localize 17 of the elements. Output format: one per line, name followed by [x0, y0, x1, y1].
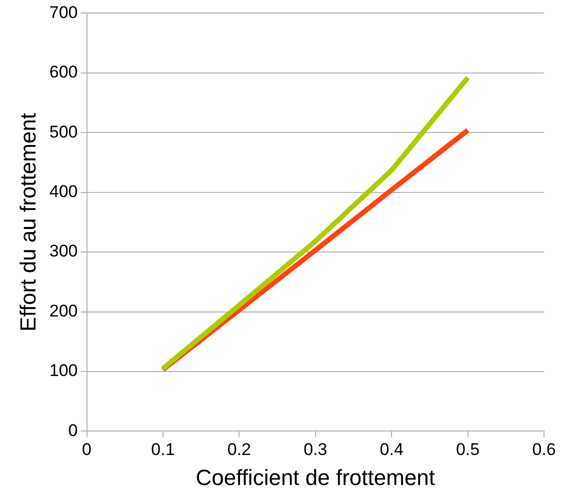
y-tick-label: 400	[49, 182, 78, 202]
y-axis-title: Effort du au frottement	[15, 112, 40, 332]
y-tick-label: 100	[49, 361, 78, 380]
x-tick-label: 0.3	[304, 440, 328, 460]
y-tick-label: 300	[49, 242, 78, 261]
x-tick-label: 0.1	[151, 440, 175, 460]
y-tick-label: 500	[49, 122, 78, 142]
y-tick-label: 200	[49, 301, 78, 320]
y-tick-label: 700	[49, 2, 78, 22]
x-tick-label: 0.5	[456, 440, 480, 460]
x-tick-label: 0.4	[380, 440, 404, 460]
y-tick-label: 0	[68, 420, 78, 440]
x-axis-title: Coefficient de frottement	[196, 464, 436, 490]
x-tick-label: 0.6	[532, 440, 556, 460]
x-tick-label: 0	[82, 440, 92, 460]
x-tick-label: 0.2	[227, 440, 251, 460]
y-tick-label: 600	[49, 62, 78, 82]
